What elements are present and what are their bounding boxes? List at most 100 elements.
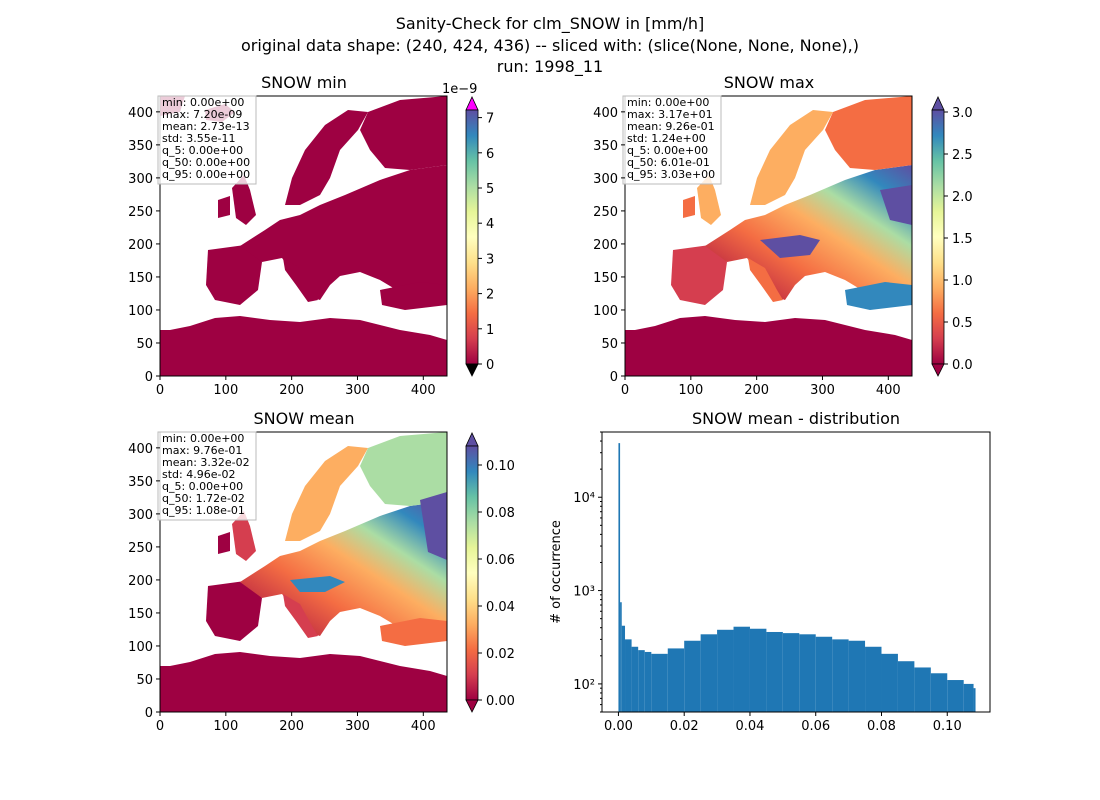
colorbar: 0.0 0.5 1.0 1.5 2.0 2.5 3.0	[931, 96, 973, 377]
x-axis-ticks: 0 100 200 300 400	[156, 712, 436, 734]
colorbar-tick-label: 1.5	[952, 232, 973, 247]
y-tick-label: 150	[593, 271, 618, 286]
stats-box: min: 0.00e+00 max: 7.20e-09 mean: 2.73e-…	[157, 95, 257, 185]
histogram-bar	[947, 680, 964, 712]
y-tick-label: 300	[128, 508, 153, 523]
colorbar-tick-label: 2.5	[952, 148, 973, 163]
stat-line: q_5: 0.00e+00	[162, 144, 243, 157]
y-tick-label: 250	[128, 205, 153, 220]
histogram-bar	[621, 625, 626, 712]
histogram-bar	[700, 634, 718, 712]
panel-title: SNOW mean	[254, 409, 355, 428]
histogram-bar	[782, 633, 800, 712]
map-axes-frame	[159, 431, 448, 713]
stat-line: q_5: 0.00e+00	[627, 144, 708, 157]
colorbar: 1e−9 0 1 2 3 4 5 6 7	[442, 82, 494, 377]
colorbar-tick-label: 0.00	[486, 694, 515, 709]
colorbar-tick-label: 7	[486, 112, 494, 127]
histogram-bar	[865, 646, 882, 712]
y-tick-label: 350	[593, 139, 618, 154]
map-land	[625, 96, 912, 376]
y-axis-ticks: 0 50 100 150 200 250 300 350 400	[128, 442, 160, 721]
histogram-bar	[631, 646, 639, 712]
x-tick-label: 300	[810, 383, 835, 398]
y-tick-label: 200	[593, 238, 618, 253]
y-tick-label: 400	[128, 106, 153, 121]
colorbar-tick-label: 0.08	[486, 506, 515, 521]
stat-line: q_50: 1.72e-02	[162, 492, 245, 505]
colorbar-tick-label: 0.10	[486, 459, 515, 474]
colorbar-tick-label: 5	[486, 182, 494, 197]
y-tick-label: 0	[610, 370, 618, 385]
histogram-bar	[749, 628, 767, 712]
stat-line: min: 0.00e+00	[627, 96, 709, 109]
colorbar-tick-label: 1.0	[952, 274, 973, 289]
colorbar-ticks: 0.0 0.5 1.0 1.5 2.0 2.5 3.0	[944, 106, 973, 373]
colorbar-tick-label: 6	[486, 147, 494, 162]
stat-line: mean: 3.32e-02	[162, 456, 250, 469]
colorbar-tick-label: 0.04	[486, 600, 515, 615]
panel-snow-max: SNOW max min: 0.00e+00 max: 3.17e+01 mea…	[593, 73, 973, 398]
colorbar-tick-label: 0.02	[486, 647, 515, 662]
hist-y-tick-label: 10⁴	[573, 491, 595, 506]
hist-x-tick-label: 0.00	[604, 719, 633, 734]
histogram-bar	[914, 667, 931, 712]
x-tick-label: 200	[744, 383, 769, 398]
histogram-bar	[930, 673, 948, 712]
histogram-bar	[881, 653, 898, 712]
stats-box: min: 0.00e+00 max: 9.76e-01 mean: 3.32e-…	[157, 431, 257, 521]
y-tick-label: 200	[128, 238, 153, 253]
stat-line: q_50: 0.00e+00	[162, 156, 250, 169]
colorbar-tick-label: 4	[486, 217, 494, 232]
y-tick-label: 300	[128, 172, 153, 187]
hist-x-ticks: 0.00 0.02 0.04 0.06 0.08 0.10	[604, 712, 962, 734]
histogram-bar	[973, 688, 976, 712]
colorbar-under-arrow	[931, 363, 945, 377]
y-tick-label: 350	[128, 139, 153, 154]
hist-y-tick-label: 10²	[573, 678, 595, 693]
x-tick-label: 0	[156, 719, 164, 734]
colorbar-ticks: 0 1 2 3 4 5 6 7	[478, 112, 494, 373]
y-tick-label: 100	[593, 304, 618, 319]
y-tick-label: 350	[128, 475, 153, 490]
hist-x-tick-label: 0.06	[801, 719, 830, 734]
panel-snow-mean: SNOW mean min: 0.00e+00 max: 9.76e-01 me…	[128, 409, 515, 734]
figure-title-line-2: original data shape: (240, 424, 436) -- …	[241, 36, 859, 55]
histogram-bars	[618, 443, 976, 712]
histogram-bar	[733, 626, 750, 712]
y-tick-label: 300	[593, 172, 618, 187]
y-tick-label: 50	[136, 673, 153, 688]
stat-line: q_95: 3.03e+00	[627, 168, 715, 181]
stat-line: q_95: 0.00e+00	[162, 168, 250, 181]
y-tick-label: 200	[128, 574, 153, 589]
panel-title: SNOW min	[261, 73, 347, 92]
histogram-bar	[625, 639, 632, 712]
colorbar-over-arrow	[931, 96, 945, 111]
y-tick-label: 50	[136, 337, 153, 352]
x-tick-label: 0	[621, 383, 629, 398]
x-axis-ticks: 0 100 200 300 400	[156, 376, 436, 398]
panel-snow-min: SNOW min	[128, 73, 494, 398]
map-axes-frame	[624, 95, 913, 377]
figure-title-line-1: Sanity-Check for clm_SNOW in [mm/h]	[396, 14, 704, 34]
histogram-bar	[684, 640, 701, 712]
colorbar-tick-label: 0.0	[952, 358, 973, 373]
x-tick-label: 400	[411, 719, 436, 734]
hist-x-tick-label: 0.08	[867, 719, 896, 734]
colorbar-under-arrow	[465, 363, 479, 377]
histogram-bar	[638, 650, 645, 712]
colorbar-tick-label: 2	[486, 288, 494, 303]
histogram-bar	[799, 634, 816, 712]
colorbar-tick-label: 0.5	[952, 316, 973, 331]
histogram-bar	[667, 648, 685, 712]
figure-title-line-3: run: 1998_11	[497, 57, 603, 77]
hist-y-ticks: 10² 10³ 10⁴	[573, 431, 602, 713]
colorbar-over-arrow	[465, 96, 479, 111]
map-land	[160, 432, 447, 712]
x-tick-label: 100	[213, 383, 238, 398]
hist-x-tick-label: 0.04	[735, 719, 764, 734]
stat-line: q_95: 1.08e-01	[162, 504, 245, 517]
stat-line: q_5: 0.00e+00	[162, 480, 243, 493]
stat-line: std: 3.55e-11	[162, 132, 235, 145]
x-tick-label: 200	[279, 383, 304, 398]
